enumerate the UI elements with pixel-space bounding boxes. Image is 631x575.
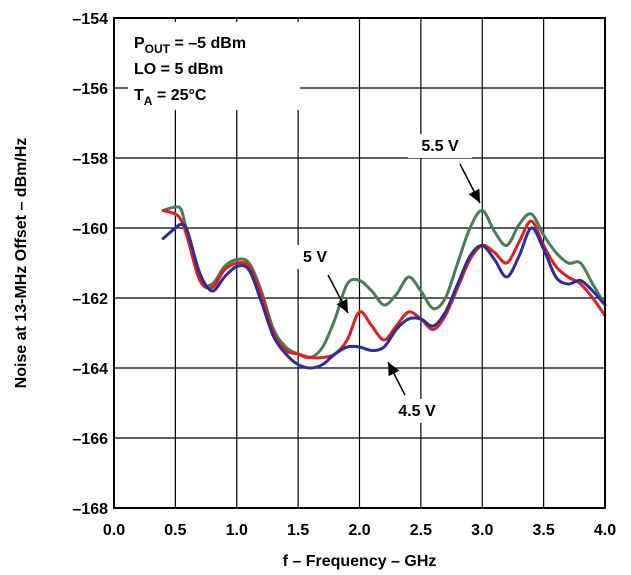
x-tick-labels: 0.0 0.5 1.0 1.5 2.0 2.5 3.0 3.5 4.0 bbox=[103, 522, 616, 539]
conditions-background bbox=[128, 22, 300, 110]
series-line-4_5v bbox=[161, 222, 607, 370]
callout-arrowhead bbox=[336, 298, 348, 313]
y-tick-label: –154 bbox=[72, 11, 108, 28]
y-tick-label: –166 bbox=[72, 431, 108, 448]
x-tick-label: 1.0 bbox=[226, 522, 248, 539]
y-tick-label: –164 bbox=[72, 361, 108, 378]
x-tick-label: 3.5 bbox=[533, 522, 555, 539]
series-callouts: 5.5 V 5 V 4.5 V bbox=[294, 134, 481, 423]
x-tick-label: 1.5 bbox=[287, 522, 309, 539]
x-tick-label: 2.5 bbox=[410, 522, 432, 539]
condition-ta: TA = 25°C bbox=[134, 87, 207, 108]
y-tick-label: –168 bbox=[72, 501, 108, 518]
x-tick-label: 0.0 bbox=[103, 522, 125, 539]
y-tick-label: –162 bbox=[72, 291, 108, 308]
y-tick-label: –158 bbox=[72, 151, 108, 168]
x-tick-label: 0.5 bbox=[164, 522, 186, 539]
y-tick-label: –160 bbox=[72, 221, 108, 238]
callout-arrowhead bbox=[468, 188, 480, 203]
y-tick-label: –156 bbox=[72, 81, 108, 98]
x-axis-label: f – Frequency – GHz bbox=[283, 553, 437, 570]
series-line-5_5v bbox=[161, 205, 607, 360]
series-lines bbox=[161, 205, 607, 370]
callout-label-5_5v: 5.5 V bbox=[421, 138, 459, 155]
callout-background bbox=[385, 399, 449, 423]
callout-arrowhead bbox=[388, 362, 400, 377]
plot-frame bbox=[113, 17, 606, 509]
callout-label-4_5v: 4.5 V bbox=[398, 403, 436, 420]
x-tick-label: 3.0 bbox=[471, 522, 493, 539]
y-axis-label: Noise at 13-MHz Offset – dBm/Hz bbox=[13, 138, 30, 389]
callout-label-5v: 5 V bbox=[303, 249, 327, 266]
x-tick-label: 2.0 bbox=[348, 522, 370, 539]
x-tick-label: 4.0 bbox=[594, 522, 616, 539]
conditions-box: POUT = –5 dBm LO = 5 dBm TA = 25°C bbox=[128, 22, 300, 110]
y-tick-labels: –154 –156 –158 –160 –162 –164 –166 –168 bbox=[72, 11, 108, 518]
callout-background bbox=[408, 134, 472, 158]
condition-lo: LO = 5 dBm bbox=[134, 61, 223, 78]
condition-pout: POUT = –5 dBm bbox=[134, 35, 246, 56]
series-line-5v bbox=[161, 209, 607, 360]
callout-background bbox=[294, 245, 336, 269]
